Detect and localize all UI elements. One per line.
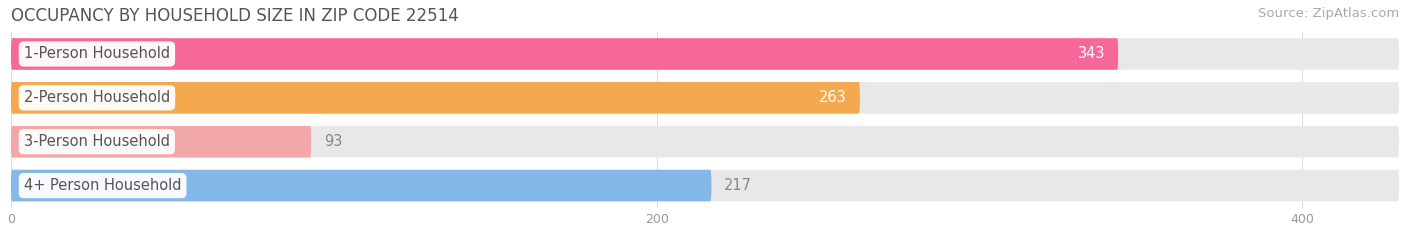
Text: 4+ Person Household: 4+ Person Household — [24, 178, 181, 193]
Text: 217: 217 — [724, 178, 752, 193]
FancyBboxPatch shape — [11, 170, 711, 201]
FancyBboxPatch shape — [11, 126, 1399, 158]
FancyBboxPatch shape — [11, 170, 1399, 201]
Text: 2-Person Household: 2-Person Household — [24, 90, 170, 105]
Text: 3-Person Household: 3-Person Household — [24, 134, 170, 149]
Text: OCCUPANCY BY HOUSEHOLD SIZE IN ZIP CODE 22514: OCCUPANCY BY HOUSEHOLD SIZE IN ZIP CODE … — [11, 7, 458, 25]
Text: Source: ZipAtlas.com: Source: ZipAtlas.com — [1258, 7, 1399, 20]
Text: 1-Person Household: 1-Person Household — [24, 47, 170, 62]
FancyBboxPatch shape — [11, 38, 1118, 70]
FancyBboxPatch shape — [11, 82, 1399, 114]
FancyBboxPatch shape — [11, 38, 1399, 70]
FancyBboxPatch shape — [11, 126, 311, 158]
Text: 263: 263 — [820, 90, 846, 105]
Text: 93: 93 — [323, 134, 343, 149]
FancyBboxPatch shape — [11, 82, 860, 114]
Text: 343: 343 — [1078, 47, 1105, 62]
